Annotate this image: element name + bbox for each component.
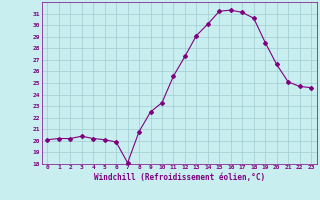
X-axis label: Windchill (Refroidissement éolien,°C): Windchill (Refroidissement éolien,°C) [94,173,265,182]
